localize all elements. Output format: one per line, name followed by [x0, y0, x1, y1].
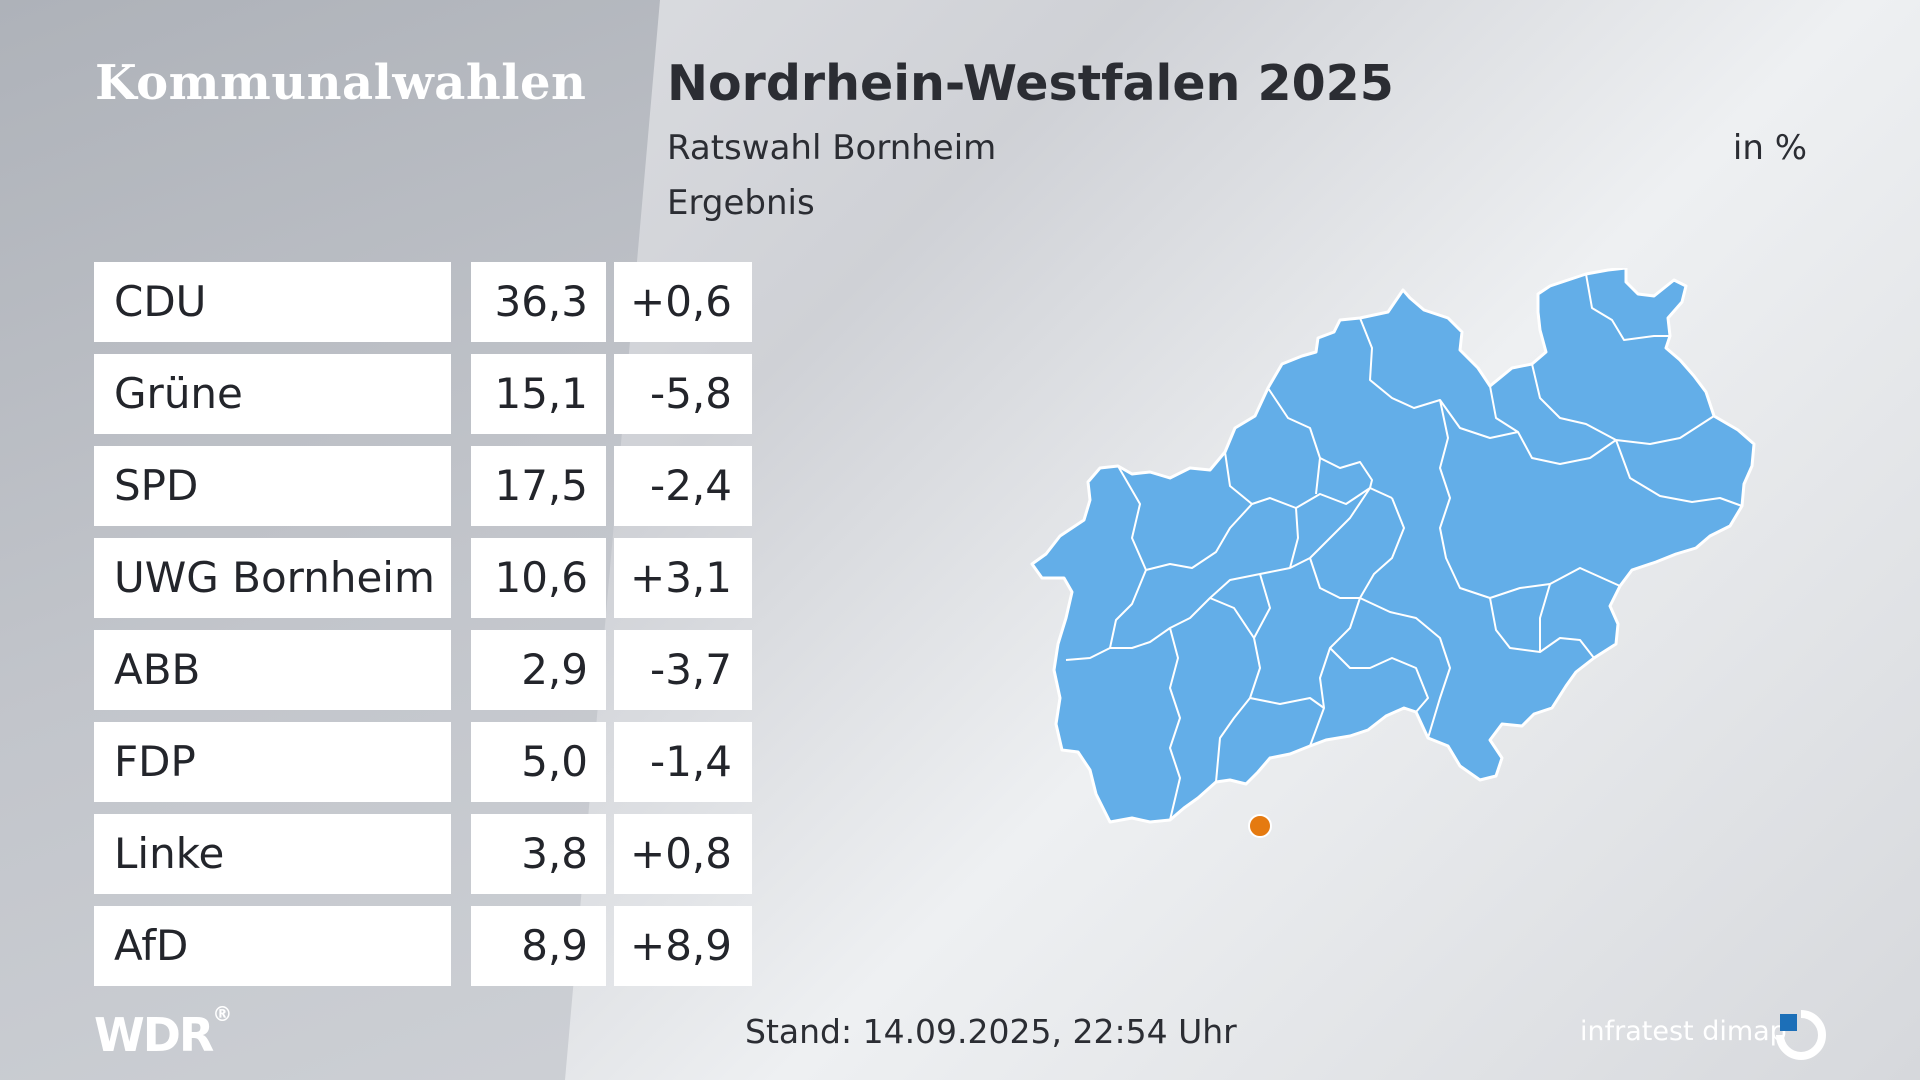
result-value: 8,9 — [471, 906, 606, 986]
party-name: ABB — [94, 630, 451, 710]
party-name: CDU — [94, 262, 451, 342]
bornheim-marker — [1248, 814, 1272, 838]
change-value: +8,9 — [614, 906, 752, 986]
party-name: UWG Bornheim — [94, 538, 451, 618]
party-name: AfD — [94, 906, 451, 986]
result-value: 15,1 — [471, 354, 606, 434]
change-value: +0,8 — [614, 814, 752, 894]
subtitle: Ratswahl Bornheim — [667, 128, 997, 168]
change-value: -2,4 — [614, 446, 752, 526]
party-name: FDP — [94, 722, 451, 802]
table-row: UWG Bornheim 10,6 +3,1 — [94, 538, 752, 618]
page-title: Nordrhein-Westfalen 2025 — [667, 55, 1394, 112]
change-value: +3,1 — [614, 538, 752, 618]
wdr-logo-text: WDR — [94, 1008, 214, 1062]
result-value: 5,0 — [471, 722, 606, 802]
party-name: SPD — [94, 446, 451, 526]
change-value: -1,4 — [614, 722, 752, 802]
change-value: +0,6 — [614, 262, 752, 342]
table-row: Linke 3,8 +0,8 — [94, 814, 752, 894]
caption: Ergebnis — [667, 183, 815, 223]
change-value: -5,8 — [614, 354, 752, 434]
series-title: Kommunalwahlen — [95, 55, 587, 111]
party-name: Grüne — [94, 354, 451, 434]
nrw-map — [1030, 268, 1756, 838]
result-value: 36,3 — [471, 262, 606, 342]
result-value: 2,9 — [471, 630, 606, 710]
result-value: 3,8 — [471, 814, 606, 894]
table-row: CDU 36,3 +0,6 — [94, 262, 752, 342]
registered-mark: ® — [212, 1002, 233, 1026]
table-row: Grüne 15,1 -5,8 — [94, 354, 752, 434]
table-row: FDP 5,0 -1,4 — [94, 722, 752, 802]
wdr-logo: WDR® — [94, 1002, 232, 1062]
table-row: AfD 8,9 +8,9 — [94, 906, 752, 986]
change-value: -3,7 — [614, 630, 752, 710]
result-value: 17,5 — [471, 446, 606, 526]
table-row: SPD 17,5 -2,4 — [94, 446, 752, 526]
unit-label: in % — [1732, 128, 1807, 168]
pollster-label: infratest dimap — [1580, 1016, 1787, 1047]
infratest-logo-icon — [1776, 1010, 1826, 1060]
timestamp: Stand: 14.09.2025, 22:54 Uhr — [745, 1012, 1237, 1051]
party-name: Linke — [94, 814, 451, 894]
result-value: 10,6 — [471, 538, 606, 618]
district-borders — [1065, 273, 1743, 821]
nrw-outline — [1030, 268, 1756, 824]
table-row: ABB 2,9 -3,7 — [94, 630, 752, 710]
